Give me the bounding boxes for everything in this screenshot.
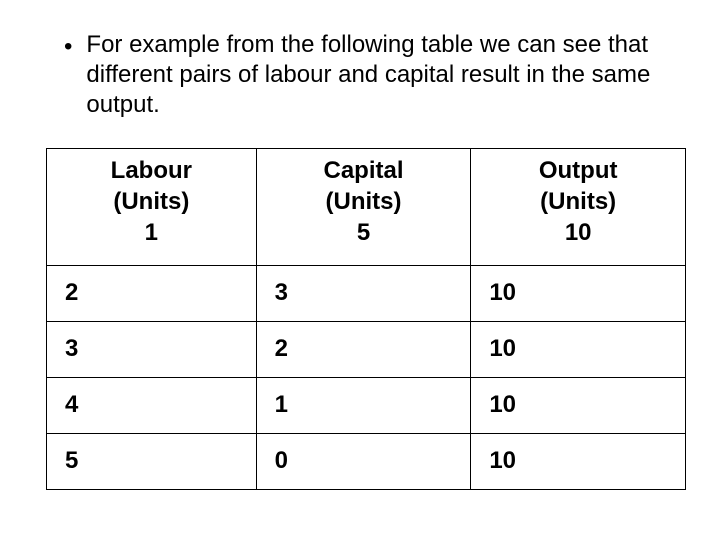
cell-output: 10 — [471, 321, 686, 377]
cell-capital: 1 — [256, 377, 471, 433]
header-labour-line2: (Units) — [113, 188, 189, 215]
isoquant-table: Labour (Units) 1 Capital (Units) 5 Outpu… — [46, 148, 686, 490]
header-output-line1: Output — [539, 157, 618, 184]
cell-capital: 0 — [256, 433, 471, 489]
cell-labour: 3 — [47, 321, 257, 377]
table-row: 4 1 10 — [47, 377, 686, 433]
header-labour-line3: 1 — [145, 219, 158, 246]
cell-labour: 2 — [47, 265, 257, 321]
cell-labour: 5 — [47, 433, 257, 489]
table-header-row: Labour (Units) 1 Capital (Units) 5 Outpu… — [47, 149, 686, 266]
table-row: 2 3 10 — [47, 265, 686, 321]
cell-output: 10 — [471, 433, 686, 489]
cell-output: 10 — [471, 265, 686, 321]
table-row: 5 0 10 — [47, 433, 686, 489]
header-output: Output (Units) 10 — [471, 149, 686, 266]
header-capital: Capital (Units) 5 — [256, 149, 471, 266]
cell-capital: 3 — [256, 265, 471, 321]
header-output-line3: 10 — [565, 219, 592, 246]
cell-output: 10 — [471, 377, 686, 433]
header-output-line2: (Units) — [540, 188, 616, 215]
intro-text: For example from the following table we … — [86, 30, 666, 120]
header-labour-line1: Labour — [111, 157, 192, 184]
header-labour: Labour (Units) 1 — [47, 149, 257, 266]
table-row: 3 2 10 — [47, 321, 686, 377]
bullet-marker: • — [64, 33, 72, 61]
header-capital-line1: Capital — [323, 157, 403, 184]
header-capital-line2: (Units) — [326, 188, 402, 215]
cell-labour: 4 — [47, 377, 257, 433]
intro-bullet-item: • For example from the following table w… — [64, 30, 680, 120]
header-capital-line3: 5 — [357, 219, 370, 246]
cell-capital: 2 — [256, 321, 471, 377]
